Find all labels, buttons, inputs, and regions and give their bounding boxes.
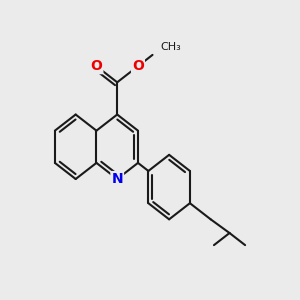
- Text: O: O: [91, 59, 102, 73]
- Text: O: O: [132, 59, 144, 73]
- Text: N: N: [111, 172, 123, 186]
- Text: CH₃: CH₃: [160, 42, 181, 52]
